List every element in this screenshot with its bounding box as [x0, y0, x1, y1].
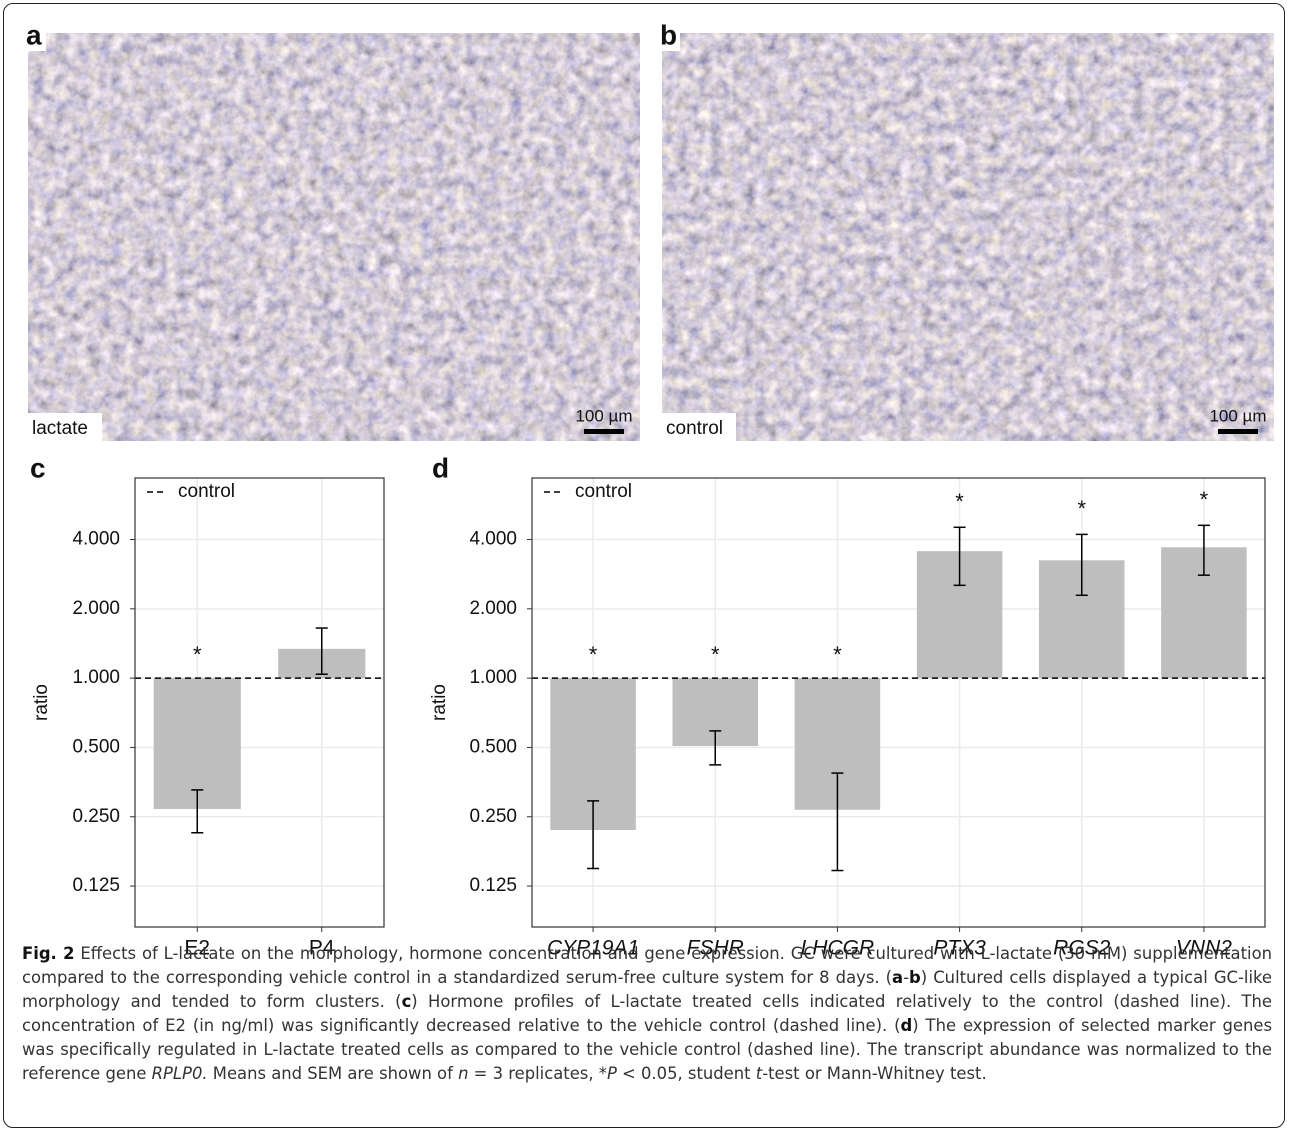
- y-tick-label: 2.000: [72, 598, 120, 619]
- caption-run: n: [458, 1064, 469, 1083]
- panel-letter: c: [30, 452, 46, 483]
- x-tick-label: E2: [184, 937, 210, 960]
- caption-run: Effects of L-lactate on the morphology, …: [22, 944, 1272, 987]
- caption-run: Means and SEM are shown of: [207, 1064, 459, 1083]
- scale-bar: [1218, 429, 1258, 434]
- scale-label: 100 µm: [1209, 406, 1266, 425]
- panel-letter-bg: [22, 25, 46, 51]
- significance: *: [1200, 487, 1209, 512]
- y-axis-label: ratio: [31, 684, 52, 721]
- panel-letter: a: [26, 19, 42, 50]
- y-tick-label: 4.000: [72, 529, 120, 550]
- caption-run: P: [606, 1064, 617, 1083]
- micrograph: [28, 33, 640, 441]
- x-tick-label: FSHR: [687, 937, 744, 960]
- significance: *: [1077, 496, 1086, 521]
- significance: *: [711, 642, 720, 667]
- significance: *: [833, 642, 842, 667]
- scale-label: 100 µm: [575, 406, 632, 425]
- label-bg: [28, 413, 102, 441]
- caption-run: ) Cultured cells displayed a typical GC-…: [22, 968, 1272, 1011]
- y-tick-label: 0.500: [72, 736, 120, 757]
- significance: *: [193, 642, 202, 667]
- x-tick-label: RGS2: [1053, 937, 1111, 960]
- caption-run: -test or Mann-Whitney test.: [762, 1064, 987, 1083]
- panel-label: lactate: [32, 418, 88, 439]
- x-tick-label: PTX3: [933, 937, 986, 960]
- caption-run: = 3 replicates, *: [468, 1064, 607, 1083]
- caption-run: t: [755, 1064, 763, 1083]
- x-tick-label: LHCGR: [801, 937, 875, 960]
- x-tick-label: P4: [309, 937, 335, 960]
- caption-run: Fig. 2: [22, 944, 75, 963]
- caption-run: c: [401, 992, 412, 1011]
- y-tick-label: 1.000: [72, 667, 120, 688]
- x-tick-label: VNN2: [1176, 937, 1232, 960]
- plot-border: [531, 477, 1266, 928]
- plot-background: [532, 478, 1265, 927]
- caption-run: < 0.05, student: [616, 1064, 756, 1083]
- micrograph: [662, 33, 1274, 441]
- panel-letter: b: [660, 19, 677, 50]
- panel-letter: d: [432, 452, 449, 483]
- y-tick-label: 4.000: [469, 529, 517, 550]
- caption-run: d: [900, 1016, 913, 1035]
- scale-bar: [584, 429, 624, 434]
- panel-letter-bg: [656, 25, 680, 51]
- caption-run: -: [903, 968, 910, 987]
- significance: *: [589, 642, 598, 667]
- y-tick-label: 0.500: [469, 736, 517, 757]
- plot-border: [134, 477, 385, 928]
- y-tick-label: 0.250: [469, 806, 517, 827]
- significance: *: [955, 489, 964, 514]
- y-tick-label: 0.250: [72, 806, 120, 827]
- caption-run: a: [892, 968, 904, 987]
- panel-label: control: [666, 418, 723, 439]
- y-axis-label: ratio: [429, 684, 450, 721]
- y-tick-label: 2.000: [469, 598, 517, 619]
- label-bg: [662, 413, 736, 441]
- caption-run: ) Hormone profiles of L-lactate treated …: [22, 992, 1273, 1035]
- caption: Fig. 2 Effects of L-lactate on the morph…: [22, 942, 1272, 1086]
- caption-run: RPLP0.: [151, 1064, 208, 1083]
- y-tick-label: 0.125: [469, 875, 517, 896]
- bar: [153, 678, 241, 810]
- x-tick-label: CYP19A1: [547, 937, 639, 960]
- y-tick-label: 1.000: [469, 667, 517, 688]
- figure-frame: [3, 3, 1285, 1128]
- caption-run: ) The expression of selected marker gene…: [22, 1016, 1272, 1083]
- legend-label: control: [178, 481, 235, 502]
- caption-run: b: [909, 968, 921, 987]
- legend-label: control: [575, 481, 632, 502]
- y-tick-label: 0.125: [72, 875, 120, 896]
